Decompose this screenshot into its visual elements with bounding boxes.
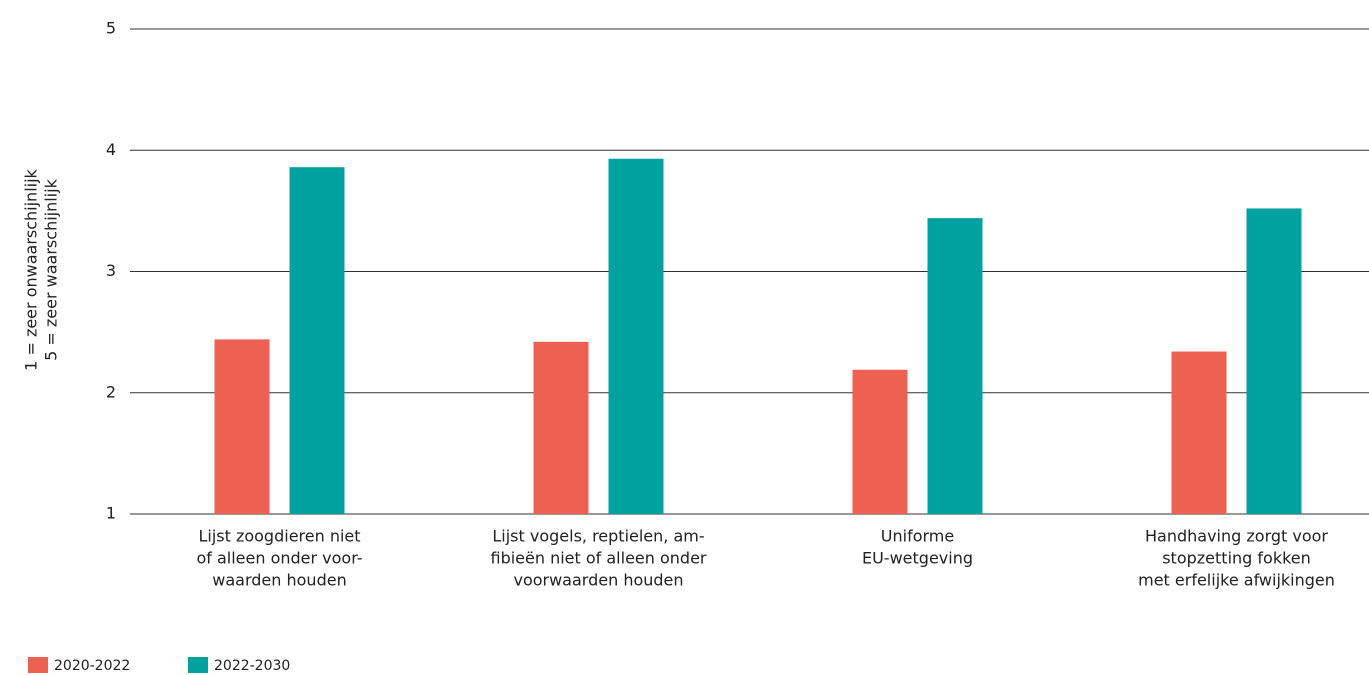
x-tick-label: stopzetting fokken xyxy=(1162,549,1311,568)
bar xyxy=(1246,208,1302,514)
y-tick-label: 5 xyxy=(106,19,116,38)
y-tick-label: 2 xyxy=(106,382,116,401)
y-tick-label: 3 xyxy=(106,261,116,280)
x-tick-label: Lijst vogels, reptielen, am- xyxy=(492,527,704,546)
legend-swatch xyxy=(28,657,48,673)
x-tick-label: Handhaving zorgt voor xyxy=(1145,527,1328,546)
bar xyxy=(852,369,908,514)
x-tick-label: voorwaarden houden xyxy=(513,571,683,590)
y-tick-label: 1 xyxy=(106,504,116,523)
legend-swatch xyxy=(188,657,208,673)
bar xyxy=(533,341,589,514)
legend-label: 2022-2030 xyxy=(214,658,290,674)
legend-label: 2020-2022 xyxy=(54,658,130,674)
bar xyxy=(289,167,345,514)
y-axis-label: 5 = zeer waarschijnlijk xyxy=(42,178,61,360)
x-tick-label: of alleen onder voor- xyxy=(196,549,362,568)
x-tick-label: fibieën niet of alleen onder xyxy=(490,549,706,568)
x-tick-label: waarden houden xyxy=(212,571,346,590)
x-tick-label: Lijst zoogdieren niet xyxy=(198,527,360,546)
bar xyxy=(927,218,983,514)
x-tick-label: met erfelijke afwijkingen xyxy=(1138,571,1335,590)
x-tick-label: Uniforme xyxy=(881,527,954,546)
bar xyxy=(214,339,270,514)
bar xyxy=(608,158,664,515)
y-axis-label: 1 = zeer onwaarschijnlijk xyxy=(22,168,41,370)
y-tick-label: 4 xyxy=(106,140,116,159)
bar xyxy=(1171,351,1227,514)
x-tick-label: EU-wetgeving xyxy=(862,549,973,568)
